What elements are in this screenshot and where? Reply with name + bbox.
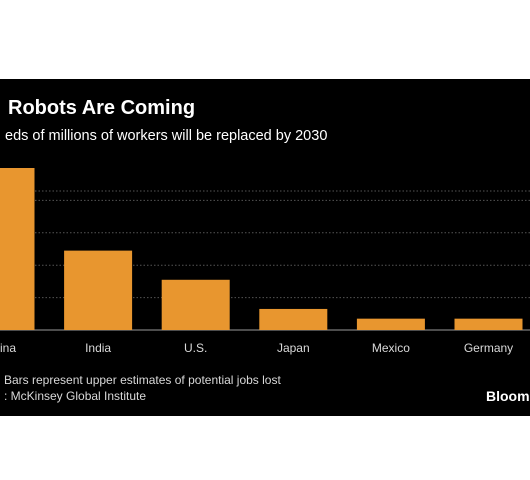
x-tick-label-5: Germany	[464, 341, 513, 355]
bar-3	[259, 308, 328, 330]
x-tick-label-3: Japan	[277, 341, 310, 355]
footnote-note: Bars represent upper estimates of potent…	[4, 373, 281, 387]
chart-panel: Robots Are Coming eds of millions of wor…	[0, 79, 530, 416]
x-tick-label-0: ina	[0, 341, 16, 355]
bar-2	[161, 279, 230, 330]
footnote-source: : McKinsey Global Institute	[4, 389, 147, 403]
bar-chart: ina India U.S. Japan Mexico Germany	[0, 168, 530, 355]
bar-5	[454, 318, 523, 330]
brand-logo-text: Bloom	[486, 388, 530, 404]
bar-4	[356, 318, 425, 330]
x-tick-label-1: India	[85, 341, 111, 355]
bar-1	[64, 250, 133, 330]
chart-title: Robots Are Coming	[8, 97, 196, 119]
chart-subtitle: eds of millions of workers will be repla…	[5, 128, 328, 144]
x-tick-label-2: U.S.	[184, 341, 207, 355]
bar-0	[0, 168, 35, 330]
x-tick-label-4: Mexico	[372, 341, 410, 355]
